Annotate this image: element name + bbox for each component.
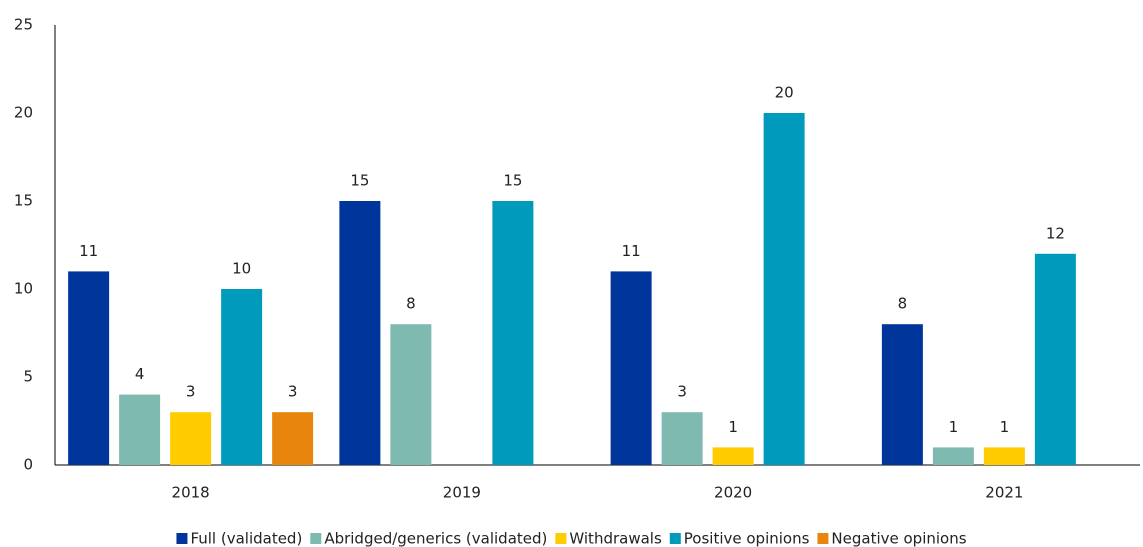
bar <box>119 394 161 465</box>
legend-swatch <box>817 533 829 544</box>
x-tick-label: 2020 <box>714 484 752 502</box>
data-label: 1 <box>728 418 738 436</box>
data-label: 8 <box>898 295 908 313</box>
y-tick-label: 5 <box>23 368 33 386</box>
data-label: 3 <box>186 383 196 401</box>
bar <box>712 447 754 465</box>
legend-swatch <box>555 533 567 544</box>
bar <box>272 412 314 465</box>
x-tick-label: 2018 <box>172 484 210 502</box>
bar <box>881 324 923 465</box>
x-tick-label: 2021 <box>985 484 1023 502</box>
y-tick-label: 0 <box>23 456 33 474</box>
bar <box>390 324 432 465</box>
bar <box>983 447 1025 465</box>
bar <box>170 412 212 465</box>
legend-swatch <box>176 533 188 544</box>
bar <box>492 201 534 465</box>
data-label: 15 <box>350 172 369 190</box>
data-label: 10 <box>232 260 251 278</box>
x-tick-label: 2019 <box>443 484 481 502</box>
data-label: 1 <box>949 418 959 436</box>
y-tick-label: 25 <box>14 16 33 34</box>
data-label: 11 <box>79 242 98 260</box>
legend-label: Negative opinions <box>831 530 966 547</box>
legend-label: Abridged/generics (validated) <box>324 530 547 547</box>
y-tick-label: 15 <box>14 192 33 210</box>
legend-label: Withdrawals <box>569 530 662 547</box>
data-label: 8 <box>406 295 416 313</box>
data-label: 12 <box>1046 224 1065 242</box>
legend-swatch <box>669 533 681 544</box>
bar <box>661 412 703 465</box>
bar <box>1034 253 1076 465</box>
data-label: 15 <box>503 172 522 190</box>
y-tick-label: 20 <box>14 104 33 122</box>
data-label: 4 <box>135 365 145 383</box>
y-tick-label: 10 <box>14 280 33 298</box>
bar <box>68 271 110 465</box>
data-label: 3 <box>677 383 687 401</box>
data-label: 11 <box>622 242 641 260</box>
legend-label: Full (validated) <box>190 530 302 547</box>
data-label: 20 <box>775 84 794 102</box>
bar <box>339 201 381 465</box>
bar <box>932 447 974 465</box>
data-label: 3 <box>288 383 298 401</box>
legend-label: Positive opinions <box>684 530 810 547</box>
bar <box>610 271 652 465</box>
bar <box>221 289 263 465</box>
bar <box>763 113 805 465</box>
legend-swatch <box>310 533 322 544</box>
data-label: 1 <box>1000 418 1010 436</box>
